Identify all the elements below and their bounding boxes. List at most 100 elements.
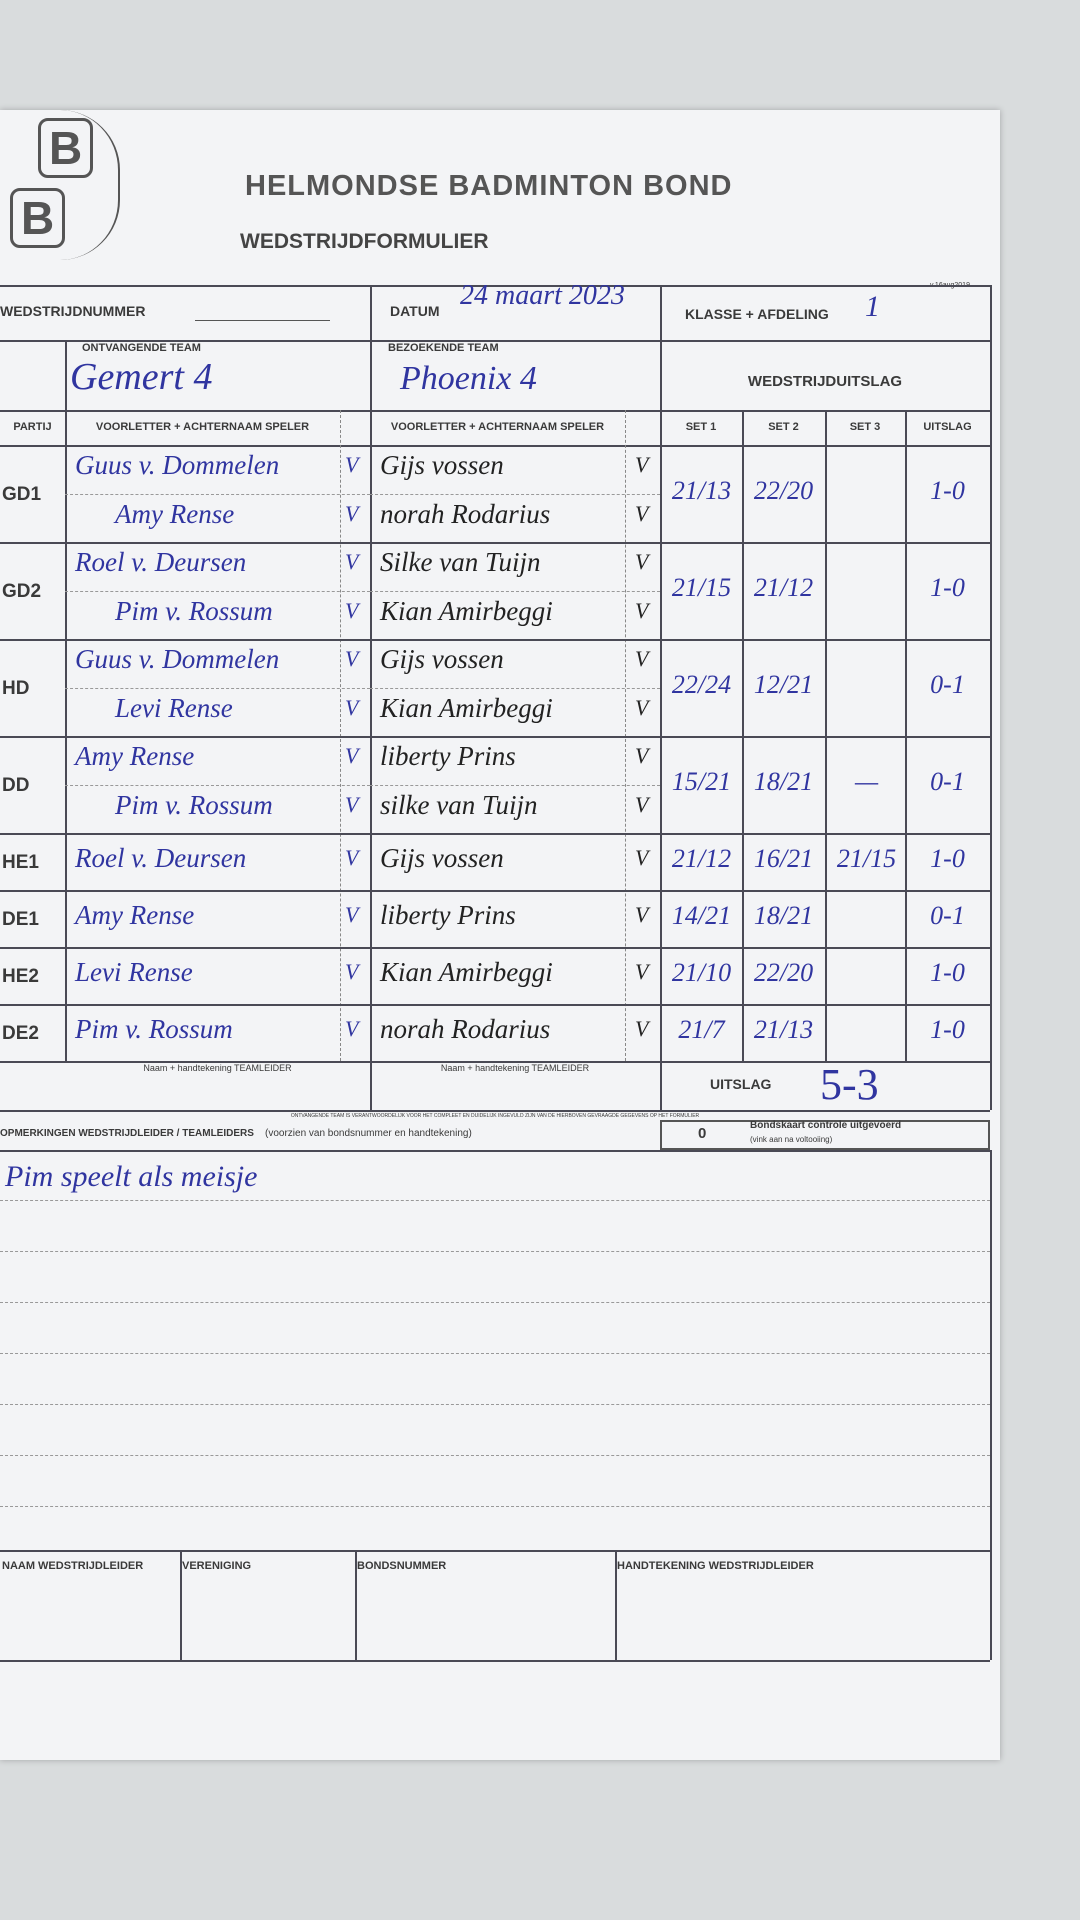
check-mark: V	[635, 549, 649, 575]
player-name: Roel v. Deursen	[75, 842, 247, 873]
rule	[0, 833, 990, 835]
field-label: BEZOEKENDE TEAM	[388, 342, 499, 354]
check-mark: V	[345, 694, 359, 720]
check-mark: V	[345, 646, 359, 672]
dotted-rule	[0, 1404, 990, 1405]
rule	[742, 410, 744, 1061]
dotted-rule	[0, 1506, 990, 1507]
form-subtitle: WEDSTRIJDFORMULIER	[240, 230, 489, 253]
check-mark: V	[635, 844, 649, 870]
player-name: norah Rodarius	[380, 498, 551, 529]
set-score: 21/13	[671, 475, 732, 505]
rule	[990, 1150, 992, 1660]
dotted-rule	[370, 590, 660, 592]
check-mark: V	[345, 958, 359, 984]
signoff-label: BONDSNUMMER	[357, 1560, 447, 1572]
signoff-label: NAAM WEDSTRIJDLEIDER	[2, 1560, 144, 1572]
check-mark: V	[345, 844, 359, 870]
player-name: Kian Amirbeggi	[380, 692, 553, 723]
column-header: UITSLAG	[923, 421, 972, 433]
logo-frame	[0, 110, 120, 260]
dotted-rule	[370, 687, 660, 689]
set-score: 15/21	[671, 766, 732, 796]
check-mark: V	[635, 452, 649, 478]
footer-label: Naam + handtekening TEAMLEIDER	[143, 1063, 292, 1073]
rule	[370, 285, 372, 1110]
remarks-text: Pim speelt als meisje	[5, 1160, 258, 1193]
away-team: Phoenix 4	[400, 360, 537, 397]
check-mark: V	[635, 597, 649, 623]
field-label: WEDSTRIJDNUMMER	[0, 303, 146, 319]
column-header: SET 2	[768, 421, 799, 433]
dotted-rule	[0, 1200, 990, 1201]
rule	[0, 1660, 990, 1662]
set-score: 18/21	[753, 766, 814, 796]
rule	[0, 639, 990, 641]
dotted-rule	[370, 493, 660, 495]
check-mark: V	[635, 743, 649, 769]
match-code: DE2	[2, 1022, 39, 1044]
match-result: 0-1	[930, 766, 965, 796]
rule	[0, 947, 990, 949]
match-result: 0-1	[930, 669, 965, 699]
match-code: GD1	[2, 483, 42, 505]
dotted-rule	[65, 784, 370, 786]
check-divider	[625, 410, 626, 1061]
check-mark: V	[345, 452, 359, 478]
dotted-rule	[0, 1302, 990, 1303]
set-score: 21/15	[671, 572, 732, 602]
match-result: 0-1	[930, 900, 965, 930]
match-code: HE2	[2, 965, 39, 987]
match-result: 1-0	[930, 957, 965, 987]
player-name: Kian Amirbeggi	[380, 956, 553, 987]
logo-letter: B	[10, 188, 66, 248]
set-score: 21/13	[753, 1014, 814, 1044]
dotted-rule	[0, 1251, 990, 1252]
signoff-label: HANDTEKENING WEDSTRIJDLEIDER	[617, 1560, 814, 1572]
check-mark: V	[635, 901, 649, 927]
check-mark: V	[635, 694, 649, 720]
rule	[0, 410, 990, 412]
disclaimer: ONTVANGENDE TEAM IS VERANTWOORDELIJK VOO…	[290, 1113, 700, 1119]
check-label: Bondskaart controle uitgevoerd	[750, 1120, 902, 1131]
set-score: 21/15	[836, 843, 897, 873]
check-note: (vink aan na voltooiing)	[750, 1135, 833, 1144]
set-score: 21/7	[678, 1014, 725, 1044]
dotted-rule	[370, 784, 660, 786]
player-name: Pim v. Rossum	[115, 789, 273, 820]
rule	[0, 736, 990, 738]
rule	[0, 890, 990, 892]
remarks-label: OPMERKINGEN WEDSTRIJDLEIDER / TEAMLEIDER…	[0, 1128, 254, 1139]
column-header: PARTIJ	[13, 421, 52, 433]
player-name: silke van Tuijn	[380, 789, 538, 820]
match-result: 1-0	[930, 843, 965, 873]
field-label: DATUM	[390, 303, 440, 319]
rule	[0, 542, 990, 544]
player-name: norah Rodarius	[380, 1013, 551, 1044]
player-name: liberty Prins	[380, 741, 516, 772]
check-mark: V	[345, 901, 359, 927]
rule	[65, 410, 67, 1061]
set-score: 22/20	[753, 957, 814, 987]
match-result: 1-0	[930, 475, 965, 505]
rule	[0, 1150, 990, 1152]
player-name: Amy Rense	[75, 899, 195, 930]
rule	[0, 340, 990, 342]
rule	[0, 1550, 990, 1552]
rule	[0, 285, 990, 287]
player-name: Guus v. Dommelen	[75, 450, 280, 481]
rule	[65, 340, 67, 410]
player-name: Kian Amirbeggi	[380, 595, 553, 626]
player-name: Amy Rense	[75, 741, 195, 772]
check-box: 0	[698, 1125, 707, 1142]
rule	[905, 410, 907, 1061]
column-header: VOORLETTER + ACHTERNAAM SPELER	[95, 421, 310, 433]
set-score: 22/20	[753, 475, 814, 505]
check-divider	[340, 410, 341, 1061]
player-name: Gijs vossen	[380, 644, 504, 675]
field-label: KLASSE + AFDELING	[685, 306, 829, 322]
set-score: 21/12	[753, 572, 814, 602]
check-mark: V	[345, 549, 359, 575]
class-value: 1	[865, 290, 880, 323]
logo-letter: B	[38, 118, 94, 178]
